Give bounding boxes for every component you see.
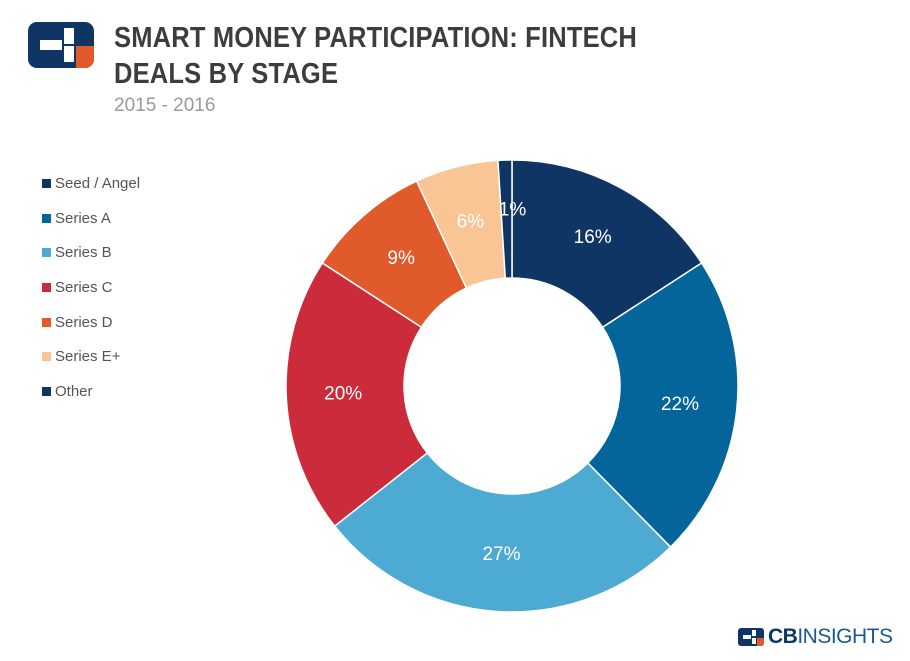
donut-slice — [497, 159, 513, 280]
legend-label: Series C — [55, 278, 113, 296]
legend-swatch — [42, 282, 51, 292]
legend-swatch — [42, 248, 51, 258]
legend-label: Other — [55, 382, 93, 400]
legend-item: Series B — [42, 235, 140, 270]
chart-subtitle: 2015 - 2016 — [114, 95, 216, 116]
legend-item: Series D — [42, 305, 140, 340]
legend-label: Series E+ — [55, 348, 121, 366]
chart-legend: Seed / Angel Series A Series B Series C Seri… — [42, 166, 140, 409]
chart-title: SMART MONEY PARTICIPATION: FINTECH DEALS… — [114, 22, 637, 90]
legend-swatch — [42, 178, 51, 188]
brand-wordmark: CBINSIGHTS — [768, 625, 893, 649]
donut-slice — [333, 451, 672, 613]
donut-slice — [415, 159, 507, 290]
legend-label: Seed / Angel — [55, 174, 141, 192]
slice-data-label: 16% — [574, 227, 612, 248]
donut-slice — [321, 180, 468, 329]
slice-data-label: 6% — [457, 212, 485, 233]
donut-slice — [511, 159, 703, 329]
slice-data-label: 1% — [499, 199, 527, 220]
slice-data-label: 22% — [661, 394, 699, 415]
legend-item: Other — [42, 374, 140, 409]
legend-swatch — [42, 352, 51, 362]
slice-data-label: 20% — [324, 383, 362, 404]
legend-label: Series A — [55, 209, 111, 227]
legend-label: Series D — [55, 313, 113, 331]
legend-swatch — [42, 386, 51, 396]
legend-swatch — [42, 213, 51, 223]
slice-data-label: 9% — [387, 248, 415, 269]
slice-data-label: 27% — [482, 544, 520, 565]
legend-label: Series B — [55, 244, 112, 262]
cb-insights-logo-icon — [28, 22, 94, 68]
legend-item: Seed / Angel — [42, 166, 140, 201]
legend-item: Series E+ — [42, 339, 140, 374]
donut-slice — [586, 261, 739, 549]
legend-item: Series A — [42, 201, 140, 236]
donut-slice — [285, 261, 429, 528]
brand-bold-text: CB — [768, 625, 798, 648]
cb-insights-mark-icon — [738, 628, 764, 646]
legend-item: Series C — [42, 270, 140, 305]
brand-regular-text: INSIGHTS — [797, 625, 893, 648]
cb-insights-brand: CBINSIGHTS — [738, 625, 893, 649]
legend-swatch — [42, 317, 51, 327]
